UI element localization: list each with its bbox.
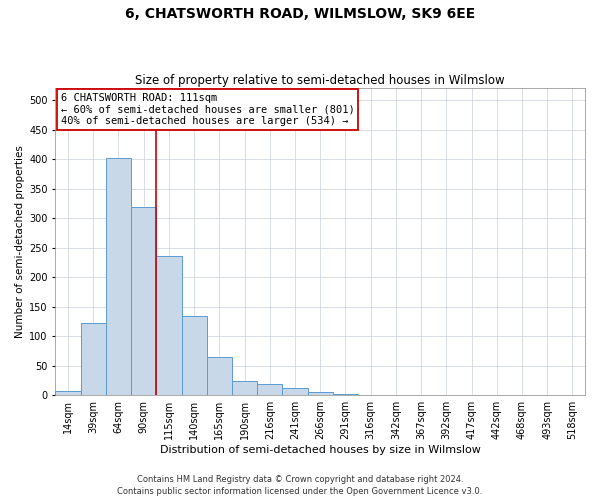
Bar [80, 322, 106, 396]
Bar [257, 384, 283, 396]
Bar [283, 388, 308, 396]
X-axis label: Distribution of semi-detached houses by size in Wilmslow: Distribution of semi-detached houses by … [160, 445, 481, 455]
Text: 6, CHATSWORTH ROAD, WILMSLOW, SK9 6EE: 6, CHATSWORTH ROAD, WILMSLOW, SK9 6EE [125, 8, 475, 22]
Bar [106, 158, 131, 396]
Bar [207, 357, 232, 396]
Title: Size of property relative to semi-detached houses in Wilmslow: Size of property relative to semi-detach… [136, 74, 505, 87]
Bar [232, 380, 257, 396]
Text: 6 CHATSWORTH ROAD: 111sqm
← 60% of semi-detached houses are smaller (801)
40% of: 6 CHATSWORTH ROAD: 111sqm ← 60% of semi-… [61, 93, 355, 126]
Bar [409, 394, 434, 396]
Bar [182, 316, 207, 396]
Y-axis label: Number of semi-detached properties: Number of semi-detached properties [15, 146, 25, 338]
Bar [157, 256, 182, 396]
Bar [308, 392, 333, 396]
Bar [131, 208, 157, 396]
Text: Contains HM Land Registry data © Crown copyright and database right 2024.
Contai: Contains HM Land Registry data © Crown c… [118, 474, 482, 496]
Bar [55, 391, 80, 396]
Bar [333, 394, 358, 396]
